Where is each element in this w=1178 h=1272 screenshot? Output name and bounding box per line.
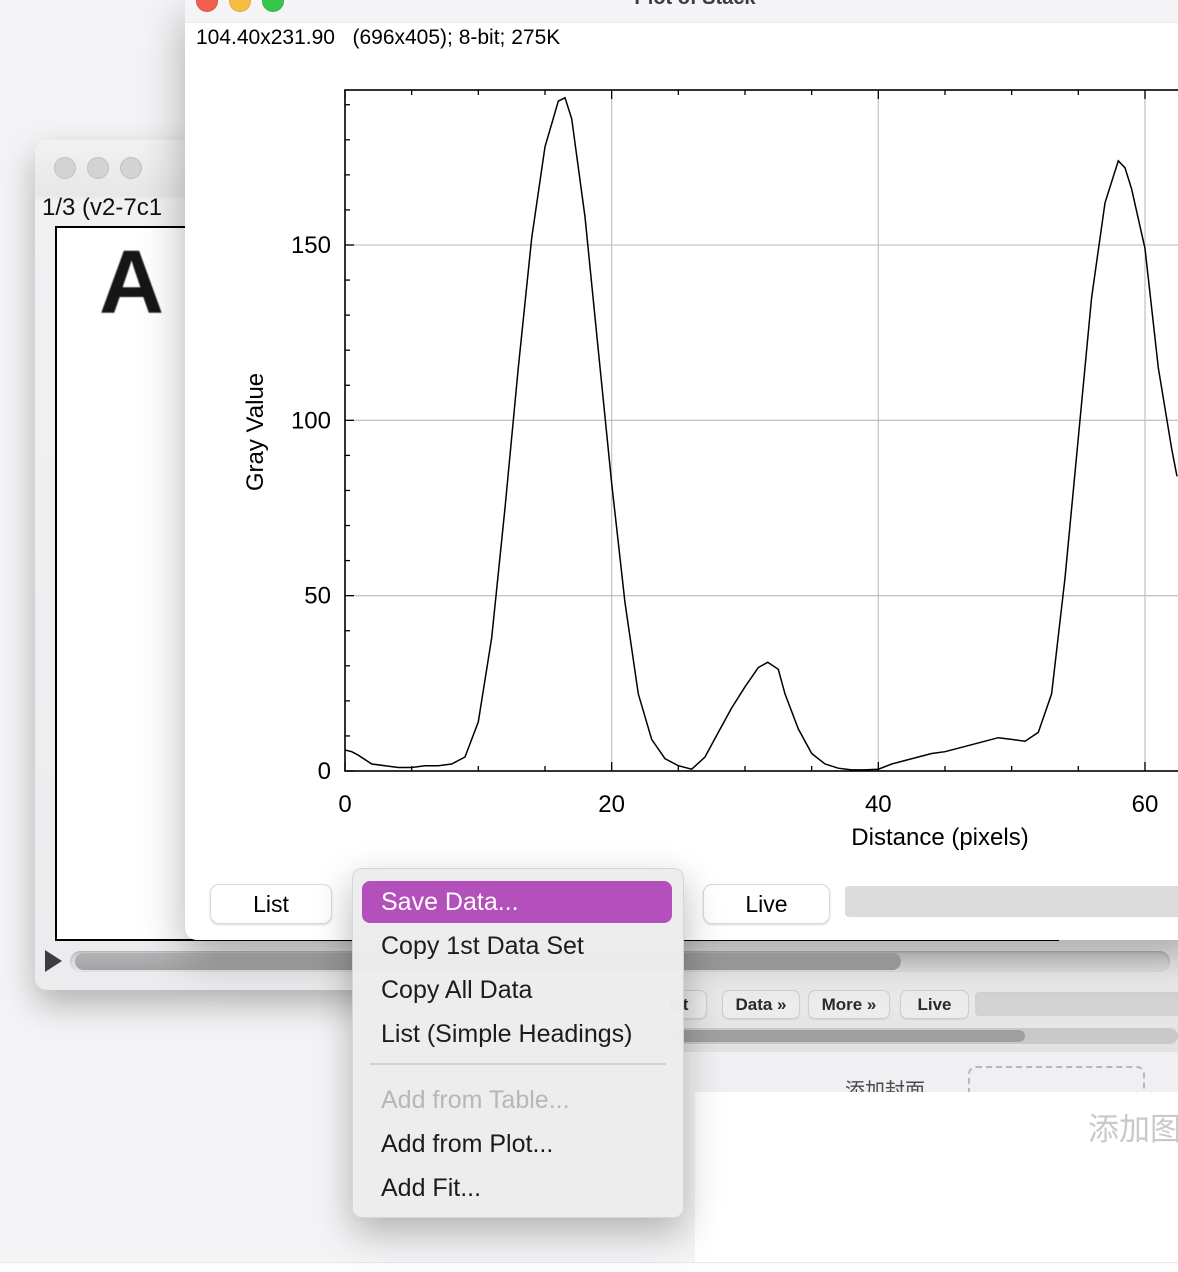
stack-window-title: 1/3 (v2-7c1 [42, 194, 163, 221]
background-app-panel: 添加封面 添加图 [695, 1048, 1178, 1272]
divider [0, 1262, 1178, 1263]
live-status-bar [845, 886, 1178, 917]
menu-item-add-from-table: Add from Table... [381, 1086, 570, 1114]
svg-text:60: 60 [1132, 791, 1159, 818]
menu-separator [370, 1063, 666, 1065]
svg-text:150: 150 [291, 232, 331, 259]
svg-text:0: 0 [338, 791, 351, 818]
svg-text:20: 20 [598, 791, 625, 818]
close-icon[interactable] [54, 157, 76, 179]
minimize-icon[interactable] [87, 157, 109, 179]
menu-item-copy-1st-data-set[interactable]: Copy 1st Data Set [381, 932, 584, 960]
menu-item-list-simple-headings[interactable]: List (Simple Headings) [381, 1020, 633, 1048]
more-menu-button[interactable]: More » [808, 990, 890, 1019]
play-icon[interactable] [45, 950, 62, 972]
live-button[interactable]: Live [703, 884, 830, 924]
window-title: Plot of Stack [185, 0, 1178, 10]
status-bar [975, 992, 1178, 1016]
bottom-strip [0, 1263, 1178, 1272]
menu-item-add-fit[interactable]: Add Fit... [381, 1174, 482, 1202]
svg-text:40: 40 [865, 791, 892, 818]
plot-of-stack-window: Plot of Stack 104.40x231.90 (696x405); 8… [185, 0, 1178, 940]
scrollbar-track[interactable] [658, 1028, 1178, 1044]
add-cover-button[interactable]: 添加封面 [845, 1080, 925, 1092]
inactive-plot-window: ist Data » More » Live [600, 985, 1178, 1052]
live-button[interactable]: Live [900, 990, 969, 1019]
svg-text:50: 50 [304, 583, 331, 610]
add-placeholder-box[interactable] [968, 1066, 1145, 1092]
menu-item-save-data[interactable]: Save Data... [362, 881, 672, 923]
svg-text:Gray Value: Gray Value [242, 373, 269, 491]
zoom-icon[interactable] [120, 157, 142, 179]
svg-text:100: 100 [291, 407, 331, 434]
profile-plot: 0 20 40 60 0 50 100 150 Distance (pixels) Gray Va… [242, 89, 1178, 851]
data-context-menu: Save Data... Copy 1st Data Set Copy All … [352, 868, 684, 1218]
title-bar[interactable]: Plot of Stack [185, 0, 1178, 23]
svg-text:Distance (pixels): Distance (pixels) [851, 824, 1028, 851]
image-info-line: 104.40x231.90 (696x405); 8-bit; 275K [196, 26, 561, 49]
background-app-toolbar: 添加封面 [695, 1048, 1178, 1092]
svg-text:0: 0 [318, 758, 331, 785]
menu-item-add-from-plot[interactable]: Add from Plot... [381, 1130, 554, 1158]
scrollbar-thumb[interactable] [675, 1030, 1025, 1042]
list-button[interactable]: List [210, 884, 332, 924]
add-image-label[interactable]: 添加图 [1088, 1112, 1178, 1147]
data-menu-button[interactable]: Data » [722, 990, 800, 1019]
menu-item-copy-all-data[interactable]: Copy All Data [381, 976, 533, 1004]
image-letter: A [99, 233, 164, 333]
